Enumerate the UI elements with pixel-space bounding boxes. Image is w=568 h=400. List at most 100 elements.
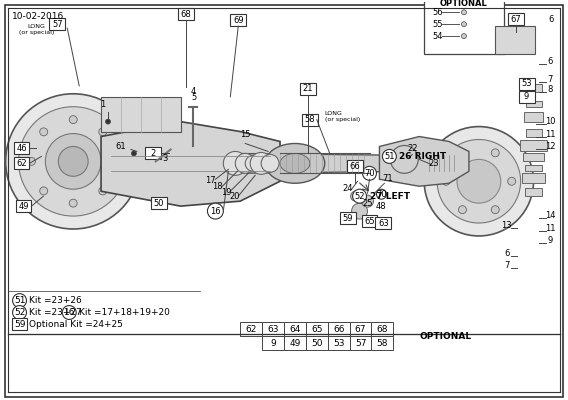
Circle shape xyxy=(353,189,366,203)
FancyBboxPatch shape xyxy=(145,148,161,159)
FancyBboxPatch shape xyxy=(328,322,350,336)
Text: 6: 6 xyxy=(549,15,554,24)
Text: 7: 7 xyxy=(548,75,553,84)
Circle shape xyxy=(40,187,48,195)
FancyBboxPatch shape xyxy=(350,322,371,336)
Text: 2: 2 xyxy=(150,149,156,158)
Ellipse shape xyxy=(280,154,310,173)
Text: 53: 53 xyxy=(521,79,532,88)
Circle shape xyxy=(223,152,247,175)
Text: Kit =23+26: Kit =23+26 xyxy=(30,296,82,305)
FancyBboxPatch shape xyxy=(306,336,328,350)
Text: 54: 54 xyxy=(432,32,442,41)
Circle shape xyxy=(131,151,136,156)
FancyBboxPatch shape xyxy=(284,336,306,350)
Text: 7: 7 xyxy=(504,261,509,270)
Circle shape xyxy=(250,152,272,174)
Text: 25: 25 xyxy=(362,199,373,208)
Text: OPTIONAL: OPTIONAL xyxy=(440,0,488,8)
FancyBboxPatch shape xyxy=(523,140,545,152)
Text: 68: 68 xyxy=(180,10,191,19)
Text: 62: 62 xyxy=(16,159,27,168)
Text: 62: 62 xyxy=(245,325,257,334)
Circle shape xyxy=(12,306,27,320)
FancyBboxPatch shape xyxy=(521,173,545,183)
Circle shape xyxy=(491,206,499,214)
Text: LONG
(or special): LONG (or special) xyxy=(19,24,54,34)
Text: 52: 52 xyxy=(354,192,365,201)
Text: 10-02-2016: 10-02-2016 xyxy=(11,12,64,21)
Text: 17: 17 xyxy=(205,176,216,185)
FancyBboxPatch shape xyxy=(49,18,65,30)
Text: 15: 15 xyxy=(240,130,250,138)
Text: 63: 63 xyxy=(378,218,389,228)
FancyBboxPatch shape xyxy=(240,322,262,336)
Circle shape xyxy=(111,158,119,165)
Text: 10: 10 xyxy=(545,117,556,126)
Circle shape xyxy=(352,203,367,219)
Circle shape xyxy=(424,126,533,236)
Circle shape xyxy=(461,22,466,27)
FancyBboxPatch shape xyxy=(262,336,284,350)
Text: 6: 6 xyxy=(548,57,553,66)
Text: 57: 57 xyxy=(52,20,62,29)
Text: 21: 21 xyxy=(303,84,313,93)
FancyBboxPatch shape xyxy=(306,322,328,336)
Circle shape xyxy=(461,34,466,38)
Circle shape xyxy=(62,306,76,320)
Text: Kit =17+18+19+20: Kit =17+18+19+20 xyxy=(79,308,170,317)
Circle shape xyxy=(27,158,35,165)
Text: 51: 51 xyxy=(384,152,395,161)
Circle shape xyxy=(458,206,466,214)
FancyBboxPatch shape xyxy=(519,78,534,90)
Text: 9: 9 xyxy=(548,236,553,245)
Text: 26 RIGHT: 26 RIGHT xyxy=(399,152,446,161)
Text: 65: 65 xyxy=(364,216,375,226)
FancyBboxPatch shape xyxy=(525,128,541,136)
FancyBboxPatch shape xyxy=(519,91,534,103)
Circle shape xyxy=(45,134,101,189)
FancyBboxPatch shape xyxy=(525,165,542,171)
Text: 18: 18 xyxy=(212,182,223,191)
Circle shape xyxy=(508,177,516,185)
Circle shape xyxy=(106,119,111,124)
FancyBboxPatch shape xyxy=(523,154,545,161)
Ellipse shape xyxy=(265,144,325,183)
Circle shape xyxy=(377,189,386,199)
FancyBboxPatch shape xyxy=(524,112,544,122)
FancyBboxPatch shape xyxy=(371,336,394,350)
FancyBboxPatch shape xyxy=(346,160,362,172)
Text: 70: 70 xyxy=(376,190,387,199)
Text: 67: 67 xyxy=(355,325,366,334)
FancyBboxPatch shape xyxy=(328,336,350,350)
FancyBboxPatch shape xyxy=(525,84,542,92)
Text: 5: 5 xyxy=(191,93,196,102)
Text: 20: 20 xyxy=(229,192,240,201)
FancyBboxPatch shape xyxy=(101,97,181,132)
Circle shape xyxy=(457,159,501,203)
FancyBboxPatch shape xyxy=(284,322,306,336)
Text: 70: 70 xyxy=(364,169,375,178)
Text: 11: 11 xyxy=(545,130,556,138)
FancyBboxPatch shape xyxy=(371,322,394,336)
Circle shape xyxy=(19,107,128,216)
Circle shape xyxy=(261,154,279,172)
Circle shape xyxy=(245,156,261,171)
Circle shape xyxy=(59,146,88,176)
Text: 48: 48 xyxy=(376,202,387,211)
FancyBboxPatch shape xyxy=(508,13,524,25)
Circle shape xyxy=(362,166,377,180)
Text: 65: 65 xyxy=(311,325,323,334)
Circle shape xyxy=(99,187,107,195)
FancyBboxPatch shape xyxy=(525,188,542,196)
FancyBboxPatch shape xyxy=(300,83,316,95)
Circle shape xyxy=(382,150,396,163)
Text: 4: 4 xyxy=(191,87,196,96)
FancyBboxPatch shape xyxy=(362,215,378,227)
Text: 24: 24 xyxy=(343,184,353,193)
FancyBboxPatch shape xyxy=(230,14,246,26)
Text: 71: 71 xyxy=(382,174,392,183)
FancyBboxPatch shape xyxy=(151,197,166,209)
Circle shape xyxy=(461,10,466,15)
Text: 50: 50 xyxy=(153,199,164,208)
